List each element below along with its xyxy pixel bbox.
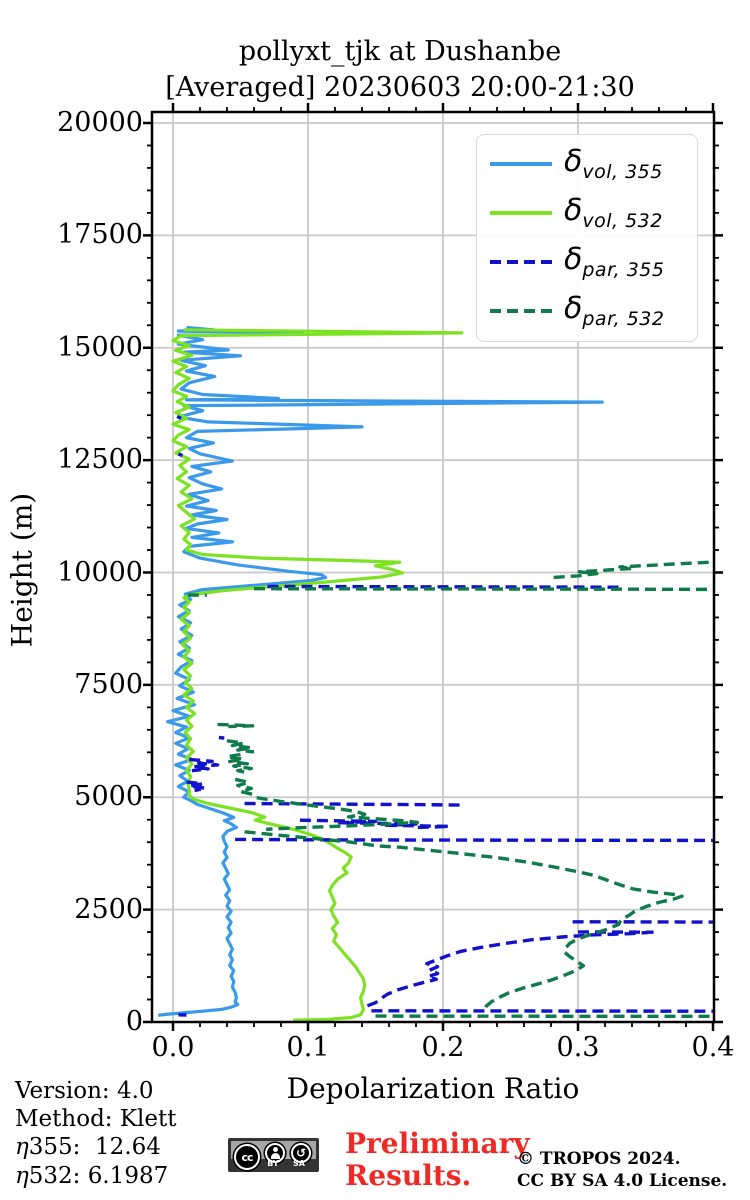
legend-line-vol532 (490, 210, 552, 215)
legend-item-par355: δpar, 355 (477, 237, 697, 286)
method-text: Method: Klett (15, 1106, 177, 1132)
y-tick-label: 7500 (74, 668, 143, 700)
cc-license-badge: cc ↺ BY SA (228, 1138, 319, 1172)
legend-line-vol355 (490, 161, 552, 166)
y-tick-label: 12500 (57, 444, 143, 476)
x-tick-label: 0.2 (421, 1032, 465, 1063)
cc-sa-icon: ↺ (291, 1143, 311, 1163)
eta355-text: η355: 12.64 (15, 1134, 161, 1160)
cc-badge-strip (231, 1159, 316, 1169)
y-tick-label: 20000 (57, 107, 143, 138)
y-tick-label: 15000 (57, 331, 143, 363)
preliminary-note: Preliminary Results. (345, 1127, 530, 1192)
legend-item-par532: δpar, 532 (477, 286, 697, 335)
cc-by-icon (265, 1143, 285, 1163)
cc-sa-label: SA (293, 1159, 305, 1168)
legend-label-par355: δpar, 355 (564, 242, 665, 281)
cc-by-label: BY (267, 1159, 279, 1168)
legend-box: δvol, 355 δvol, 532 δpar, 355 δpar, 532 (476, 134, 698, 342)
x-axis-label: Depolarization Ratio (286, 1072, 580, 1105)
x-tick-label: 0.4 (691, 1032, 735, 1063)
legend-item-vol355: δvol, 355 (477, 139, 697, 188)
legend-label-vol532: δvol, 532 (564, 193, 663, 232)
plot-title-line1: pollyxt_tjk at Dushanbe (238, 36, 562, 67)
x-tick-label: 0.1 (286, 1032, 330, 1063)
plot-title-line2: [Averaged] 20230603 20:00-21:30 (165, 72, 635, 103)
legend-item-vol532: δvol, 532 (477, 188, 697, 237)
y-tick-label: 2500 (74, 893, 143, 925)
version-text: Version: 4.0 (15, 1078, 154, 1104)
y-tick-label: 0 (125, 1006, 143, 1037)
x-tick-label: 0.0 (151, 1032, 195, 1063)
y-tick-label: 10000 (57, 556, 143, 588)
x-tick-label: 0.3 (556, 1032, 600, 1063)
cc-logo-icon: cc (234, 1144, 260, 1170)
copyright-note: © TROPOS 2024. CC BY SA 4.0 License. (517, 1149, 728, 1191)
legend-line-par532 (490, 308, 552, 313)
y-tick-label: 5000 (74, 781, 143, 813)
y-tick-label: 17500 (57, 219, 143, 251)
eta532-text: η532: 6.1987 (15, 1163, 169, 1189)
legend-label-par532: δpar, 532 (564, 291, 665, 330)
legend-label-vol355: δvol, 355 (564, 144, 663, 183)
legend-line-par355 (490, 259, 552, 264)
